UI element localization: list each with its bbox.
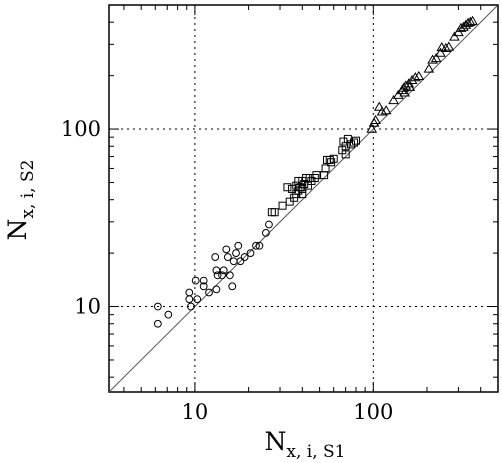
circle-point	[185, 295, 194, 304]
square-point	[341, 150, 350, 159]
y-tick-label: 10	[74, 295, 101, 319]
triangle-point	[449, 31, 460, 41]
triangle-point	[423, 63, 435, 73]
triangle-point	[376, 106, 388, 116]
y-axis-title-sub: x, i, S2	[18, 160, 38, 219]
triangle-point	[380, 105, 392, 115]
square-point	[312, 171, 321, 180]
circle-point	[252, 241, 260, 250]
grid-lines	[109, 5, 498, 392]
circle-point	[218, 271, 226, 280]
circle-point	[211, 253, 220, 261]
square-point	[322, 155, 331, 164]
triangle-point	[427, 54, 438, 64]
triangle-point	[443, 41, 455, 51]
square-point	[267, 208, 276, 217]
circle-point	[265, 220, 273, 229]
circle-point	[187, 302, 195, 311]
triangle-point	[455, 22, 467, 32]
square-point	[350, 138, 359, 147]
circle-point	[222, 245, 231, 254]
triangle-point	[404, 81, 416, 91]
circle-point	[213, 271, 222, 280]
reference-line-y-equals-x	[109, 5, 498, 392]
circle-point	[219, 266, 228, 275]
x-axis-title-sub: x, i, S1	[286, 442, 345, 462]
circle-point	[185, 288, 194, 297]
axis-ticks	[109, 4, 499, 392]
circle-point	[212, 285, 221, 294]
circle-point	[193, 295, 202, 304]
y-axis-title: Nx, i, S2	[3, 160, 38, 241]
triangle-point	[399, 87, 411, 97]
circle-point	[199, 282, 208, 291]
triangle-point	[467, 15, 478, 25]
tick-labels: 10 100 10 100	[61, 117, 393, 424]
x-tick-label: 10	[182, 400, 209, 424]
data-points	[153, 15, 478, 328]
circle-point	[229, 257, 238, 266]
square-point	[298, 190, 307, 199]
circle-point	[223, 253, 232, 261]
circle-point	[261, 228, 270, 237]
triangle-point	[370, 114, 381, 124]
triangle-point	[366, 123, 378, 133]
circle-point	[205, 288, 213, 297]
circle-point	[240, 253, 249, 261]
x-axis-title-main: N	[265, 427, 287, 456]
triangle-point	[430, 52, 442, 63]
y-axis-title-main: N	[3, 219, 32, 241]
circle-point	[225, 271, 234, 280]
triangle-point	[462, 17, 474, 27]
x-axis-title: Nx, i, S1	[265, 427, 346, 462]
circle-point	[212, 266, 221, 275]
square-point	[278, 201, 287, 210]
square-point	[283, 183, 292, 192]
x-tick-label: 100	[353, 400, 393, 424]
square-point	[321, 164, 330, 173]
plot-frame	[108, 4, 499, 393]
y-tick-label: 100	[61, 117, 101, 141]
triangle-point	[464, 16, 476, 26]
triangle-point	[435, 47, 446, 57]
triangle-point	[398, 82, 410, 92]
square-point	[329, 154, 338, 163]
circle-point	[164, 310, 173, 319]
triangle-point	[440, 42, 452, 52]
triangle-point	[413, 70, 425, 81]
circle-point	[236, 257, 245, 266]
circle-point	[191, 276, 200, 285]
triangle-point	[373, 101, 385, 111]
square-point	[310, 173, 319, 182]
square-point	[352, 136, 361, 145]
circle-point	[199, 276, 208, 285]
square-point	[270, 208, 279, 217]
circle-point	[153, 302, 162, 311]
circle-point	[153, 319, 162, 328]
circle-point	[246, 249, 255, 258]
triangle-point	[409, 72, 421, 82]
circle-point	[228, 282, 237, 291]
triangle-point	[388, 94, 400, 105]
circle-point	[232, 249, 240, 258]
circle-point	[234, 241, 243, 250]
square-point	[339, 137, 348, 146]
circle-point	[255, 241, 264, 250]
